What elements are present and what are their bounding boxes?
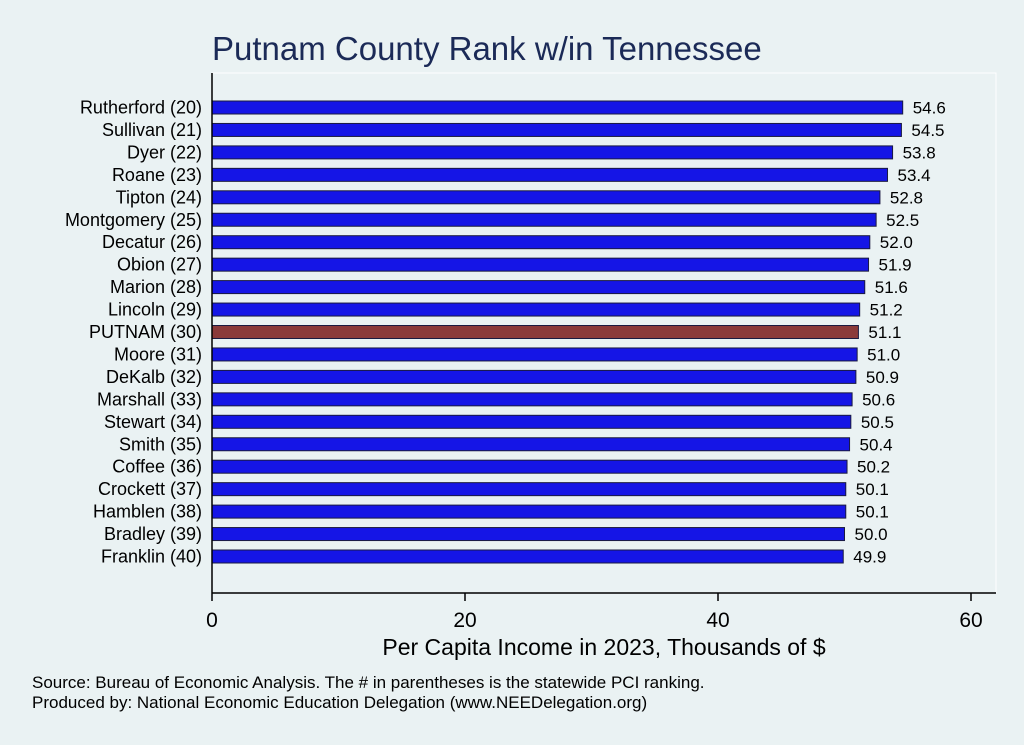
bar xyxy=(211,414,852,429)
value-label: 50.1 xyxy=(856,480,889,499)
category-label: Hamblen (38) xyxy=(93,502,202,522)
bar xyxy=(211,549,844,564)
bar xyxy=(211,302,861,317)
value-label: 50.6 xyxy=(862,390,895,409)
value-label: 52.5 xyxy=(886,211,919,230)
category-label: Rutherford (20) xyxy=(80,98,202,118)
value-label: 50.1 xyxy=(856,503,889,522)
value-label: 50.0 xyxy=(855,525,888,544)
bar xyxy=(211,392,853,407)
bar xyxy=(211,437,851,452)
category-label: Lincoln (29) xyxy=(108,300,202,320)
category-label: Tipton (24) xyxy=(116,187,202,207)
bar xyxy=(211,257,870,272)
value-label: 51.0 xyxy=(867,345,900,364)
bar xyxy=(211,347,858,362)
category-label: DeKalb (32) xyxy=(106,367,202,387)
value-label: 54.6 xyxy=(913,99,946,118)
x-tick-label: 60 xyxy=(959,609,982,632)
category-label: Bradley (39) xyxy=(104,524,202,544)
category-label: Marshall (33) xyxy=(97,389,202,409)
bar xyxy=(211,212,877,227)
x-tick-label: 20 xyxy=(453,609,476,632)
bar xyxy=(211,100,904,115)
category-label: Marion (28) xyxy=(110,277,202,297)
category-label: Crockett (37) xyxy=(98,479,202,499)
bar xyxy=(211,527,845,542)
value-label: 50.5 xyxy=(861,413,894,432)
bar xyxy=(211,504,847,519)
x-tick-label: 0 xyxy=(206,609,218,632)
bar xyxy=(211,482,847,497)
bar xyxy=(211,145,894,160)
category-label: Obion (27) xyxy=(117,255,202,275)
value-label: 49.9 xyxy=(853,548,886,567)
category-label: Decatur (26) xyxy=(102,232,202,252)
x-axis-ticks: 0 20 40 60 xyxy=(206,593,983,632)
bar xyxy=(211,235,871,250)
source-note: Source: Bureau of Economic Analysis. The… xyxy=(32,673,705,692)
category-label: Coffee (36) xyxy=(112,457,202,477)
value-label: 53.8 xyxy=(903,143,936,162)
value-label: 51.2 xyxy=(870,301,903,320)
category-label: Smith (35) xyxy=(119,434,202,454)
value-label: 52.0 xyxy=(880,233,913,252)
value-label: 53.4 xyxy=(898,166,931,185)
category-label: Franklin (40) xyxy=(101,547,202,567)
category-label: Dyer (22) xyxy=(127,142,202,162)
value-label: 50.9 xyxy=(866,368,899,387)
category-label: Moore (31) xyxy=(114,344,202,364)
category-label: PUTNAM (30) xyxy=(89,322,202,342)
value-label: 51.9 xyxy=(879,256,912,275)
value-label: 51.6 xyxy=(875,278,908,297)
bar xyxy=(211,190,881,205)
bar xyxy=(211,280,866,295)
value-label: 54.5 xyxy=(911,121,944,140)
bar xyxy=(211,122,902,137)
produced-by-note: Produced by: National Economic Education… xyxy=(32,693,648,712)
x-axis-label: Per Capita Income in 2023, Thousands of … xyxy=(382,634,825,660)
bar xyxy=(211,167,889,182)
value-label: 50.2 xyxy=(857,458,890,477)
bar-group: Rutherford (20) 54.6 Sullivan (21) 54.5 Dyer… xyxy=(65,98,946,567)
category-label: Sullivan (21) xyxy=(102,120,202,140)
category-label: Stewart (34) xyxy=(104,412,202,432)
category-label: Roane (23) xyxy=(112,165,202,185)
value-label: 51.1 xyxy=(868,323,901,342)
x-tick-label: 40 xyxy=(706,609,729,632)
bar xyxy=(211,459,848,474)
bar xyxy=(211,369,857,384)
value-label: 52.8 xyxy=(890,188,923,207)
value-label: 50.4 xyxy=(860,435,893,454)
chart-title: Putnam County Rank w/in Tennessee xyxy=(212,30,762,67)
bar-highlight xyxy=(211,325,859,339)
category-label: Montgomery (25) xyxy=(65,210,202,230)
